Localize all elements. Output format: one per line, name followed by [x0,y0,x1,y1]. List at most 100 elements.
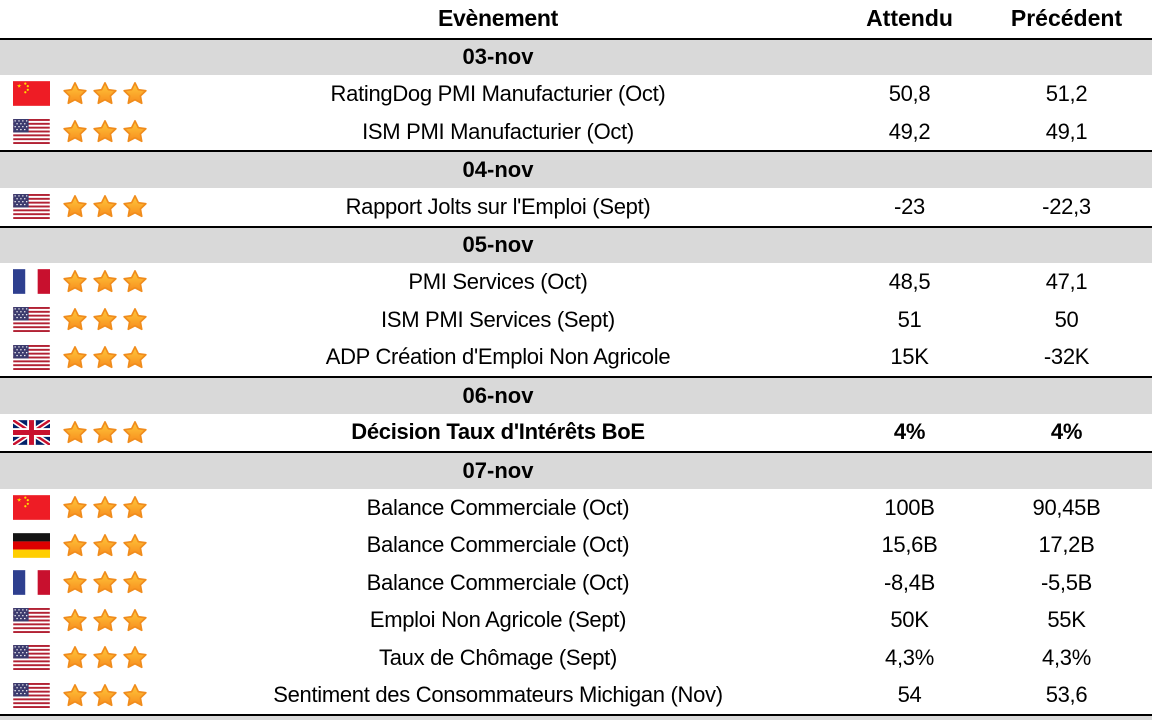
event-label: Balance Commerciale (Oct) [366,494,630,520]
usa-flag-icon [13,344,50,370]
date-band-row: 04-nov [0,150,1152,188]
importance-stars [62,683,158,708]
date-band-row: 06-nov [0,375,1152,414]
star-icon [63,82,87,105]
usa-flag-icon [13,607,50,633]
star-icon [123,646,147,669]
star-icon [123,345,147,368]
event-label: ISM PMI Manufacturier (Oct) [362,118,634,144]
date-label: 06-nov [462,382,534,408]
star-icon [93,82,117,105]
country-flag-cell [0,532,62,558]
event-label: Balance Commerciale (Oct) [366,569,630,595]
event-row: ISM PMI Manufacturier (Oct) 49,2 49,1 [0,113,1152,151]
star-icon [123,270,147,293]
importance-stars [62,420,158,445]
previous-value: -5,5B [1040,569,1093,595]
expected-value: 49,2 [888,118,931,144]
expected-value: 54 [897,682,922,708]
event-row: Balance Commerciale (Oct) 100B 90,45B [0,489,1152,527]
star-icon [123,195,147,218]
event-label: RatingDog PMI Manufacturier (Oct) [330,80,666,106]
star-icon [63,533,87,556]
importance-stars [62,307,158,332]
star-icon [93,308,117,331]
country-flag-cell [0,194,62,220]
china-flag-icon [13,495,50,520]
star-icon [63,120,87,143]
star-icon [123,120,147,143]
country-flag-cell [0,570,62,596]
importance-stars [62,194,158,219]
date-band-row: 07-nov [0,451,1152,489]
star-icon [93,608,117,631]
header-event: Evènement [437,5,558,32]
star-icon [123,533,147,556]
event-row: Emploi Non Agricole (Sept) 50K 55K [0,602,1152,640]
star-icon [63,608,87,631]
star-icon [63,646,87,669]
france-flag-icon [13,570,50,596]
china-flag-icon [13,81,50,107]
event-row: Décision Taux d'Intérêts BoE 4% 4% [0,414,1152,452]
star-icon [63,345,87,368]
date-label: 04-nov [462,157,534,183]
uk-flag-icon [13,419,50,445]
star-icon [93,496,117,519]
header-previous: Précédent [1010,5,1123,32]
usa-flag-icon [13,119,50,145]
star-icon [63,420,87,443]
star-icon [123,308,147,331]
previous-value: 51,2 [1045,80,1088,106]
expected-value: 50K [890,607,929,633]
country-flag-cell [0,119,62,145]
star-icon [123,82,147,105]
star-icon [123,608,147,631]
event-label: Décision Taux d'Intérêts BoE [351,419,645,445]
next-date-band-cutoff [0,714,1152,720]
event-label: Emploi Non Agricole (Sept) [369,607,627,633]
expected-value: -23 [894,193,925,219]
usa-flag-icon [13,194,50,220]
country-flag-cell [0,495,62,520]
event-row: Balance Commerciale (Oct) 15,6B 17,2B [0,526,1152,564]
previous-value: 55K [1047,607,1086,633]
event-row: PMI Services (Oct) 48,5 47,1 [0,263,1152,301]
germany-flag-icon [13,532,50,558]
expected-value: 15K [890,344,929,370]
star-icon [123,420,147,443]
country-flag-cell [0,682,62,708]
header-expected: Attendu [866,5,953,32]
importance-stars [62,269,158,294]
table-header-row: Evènement Attendu Précédent [0,0,1152,38]
previous-value: -22,3 [1042,193,1091,219]
star-icon [63,308,87,331]
event-row: RatingDog PMI Manufacturier (Oct) 50,8 51,… [0,75,1152,113]
usa-flag-icon [13,682,50,708]
expected-value: 48,5 [888,268,931,294]
country-flag-cell [0,607,62,633]
country-flag-cell [0,307,62,333]
star-icon [93,270,117,293]
importance-stars [62,81,158,106]
star-icon [93,646,117,669]
event-row: Taux de Chômage (Sept) 4,3% 4,3% [0,639,1152,677]
star-icon [93,533,117,556]
expected-value: 4% [893,419,926,445]
importance-stars [62,608,158,633]
event-label: Taux de Chômage (Sept) [379,644,617,670]
star-icon [63,195,87,218]
event-row: Sentiment des Consommateurs Michigan (No… [0,677,1152,715]
usa-flag-icon [13,645,50,671]
star-icon [63,571,87,594]
star-icon [93,571,117,594]
previous-value: 90,45B [1032,494,1101,520]
event-label: Rapport Jolts sur l'Emploi (Sept) [345,193,651,219]
importance-stars [62,533,158,558]
usa-flag-icon [13,307,50,333]
event-row: ADP Création d'Emploi Non Agricole 15K -32… [0,338,1152,376]
event-label: ADP Création d'Emploi Non Agricole [325,344,671,370]
previous-value: 47,1 [1045,268,1088,294]
event-label: PMI Services (Oct) [408,268,588,294]
